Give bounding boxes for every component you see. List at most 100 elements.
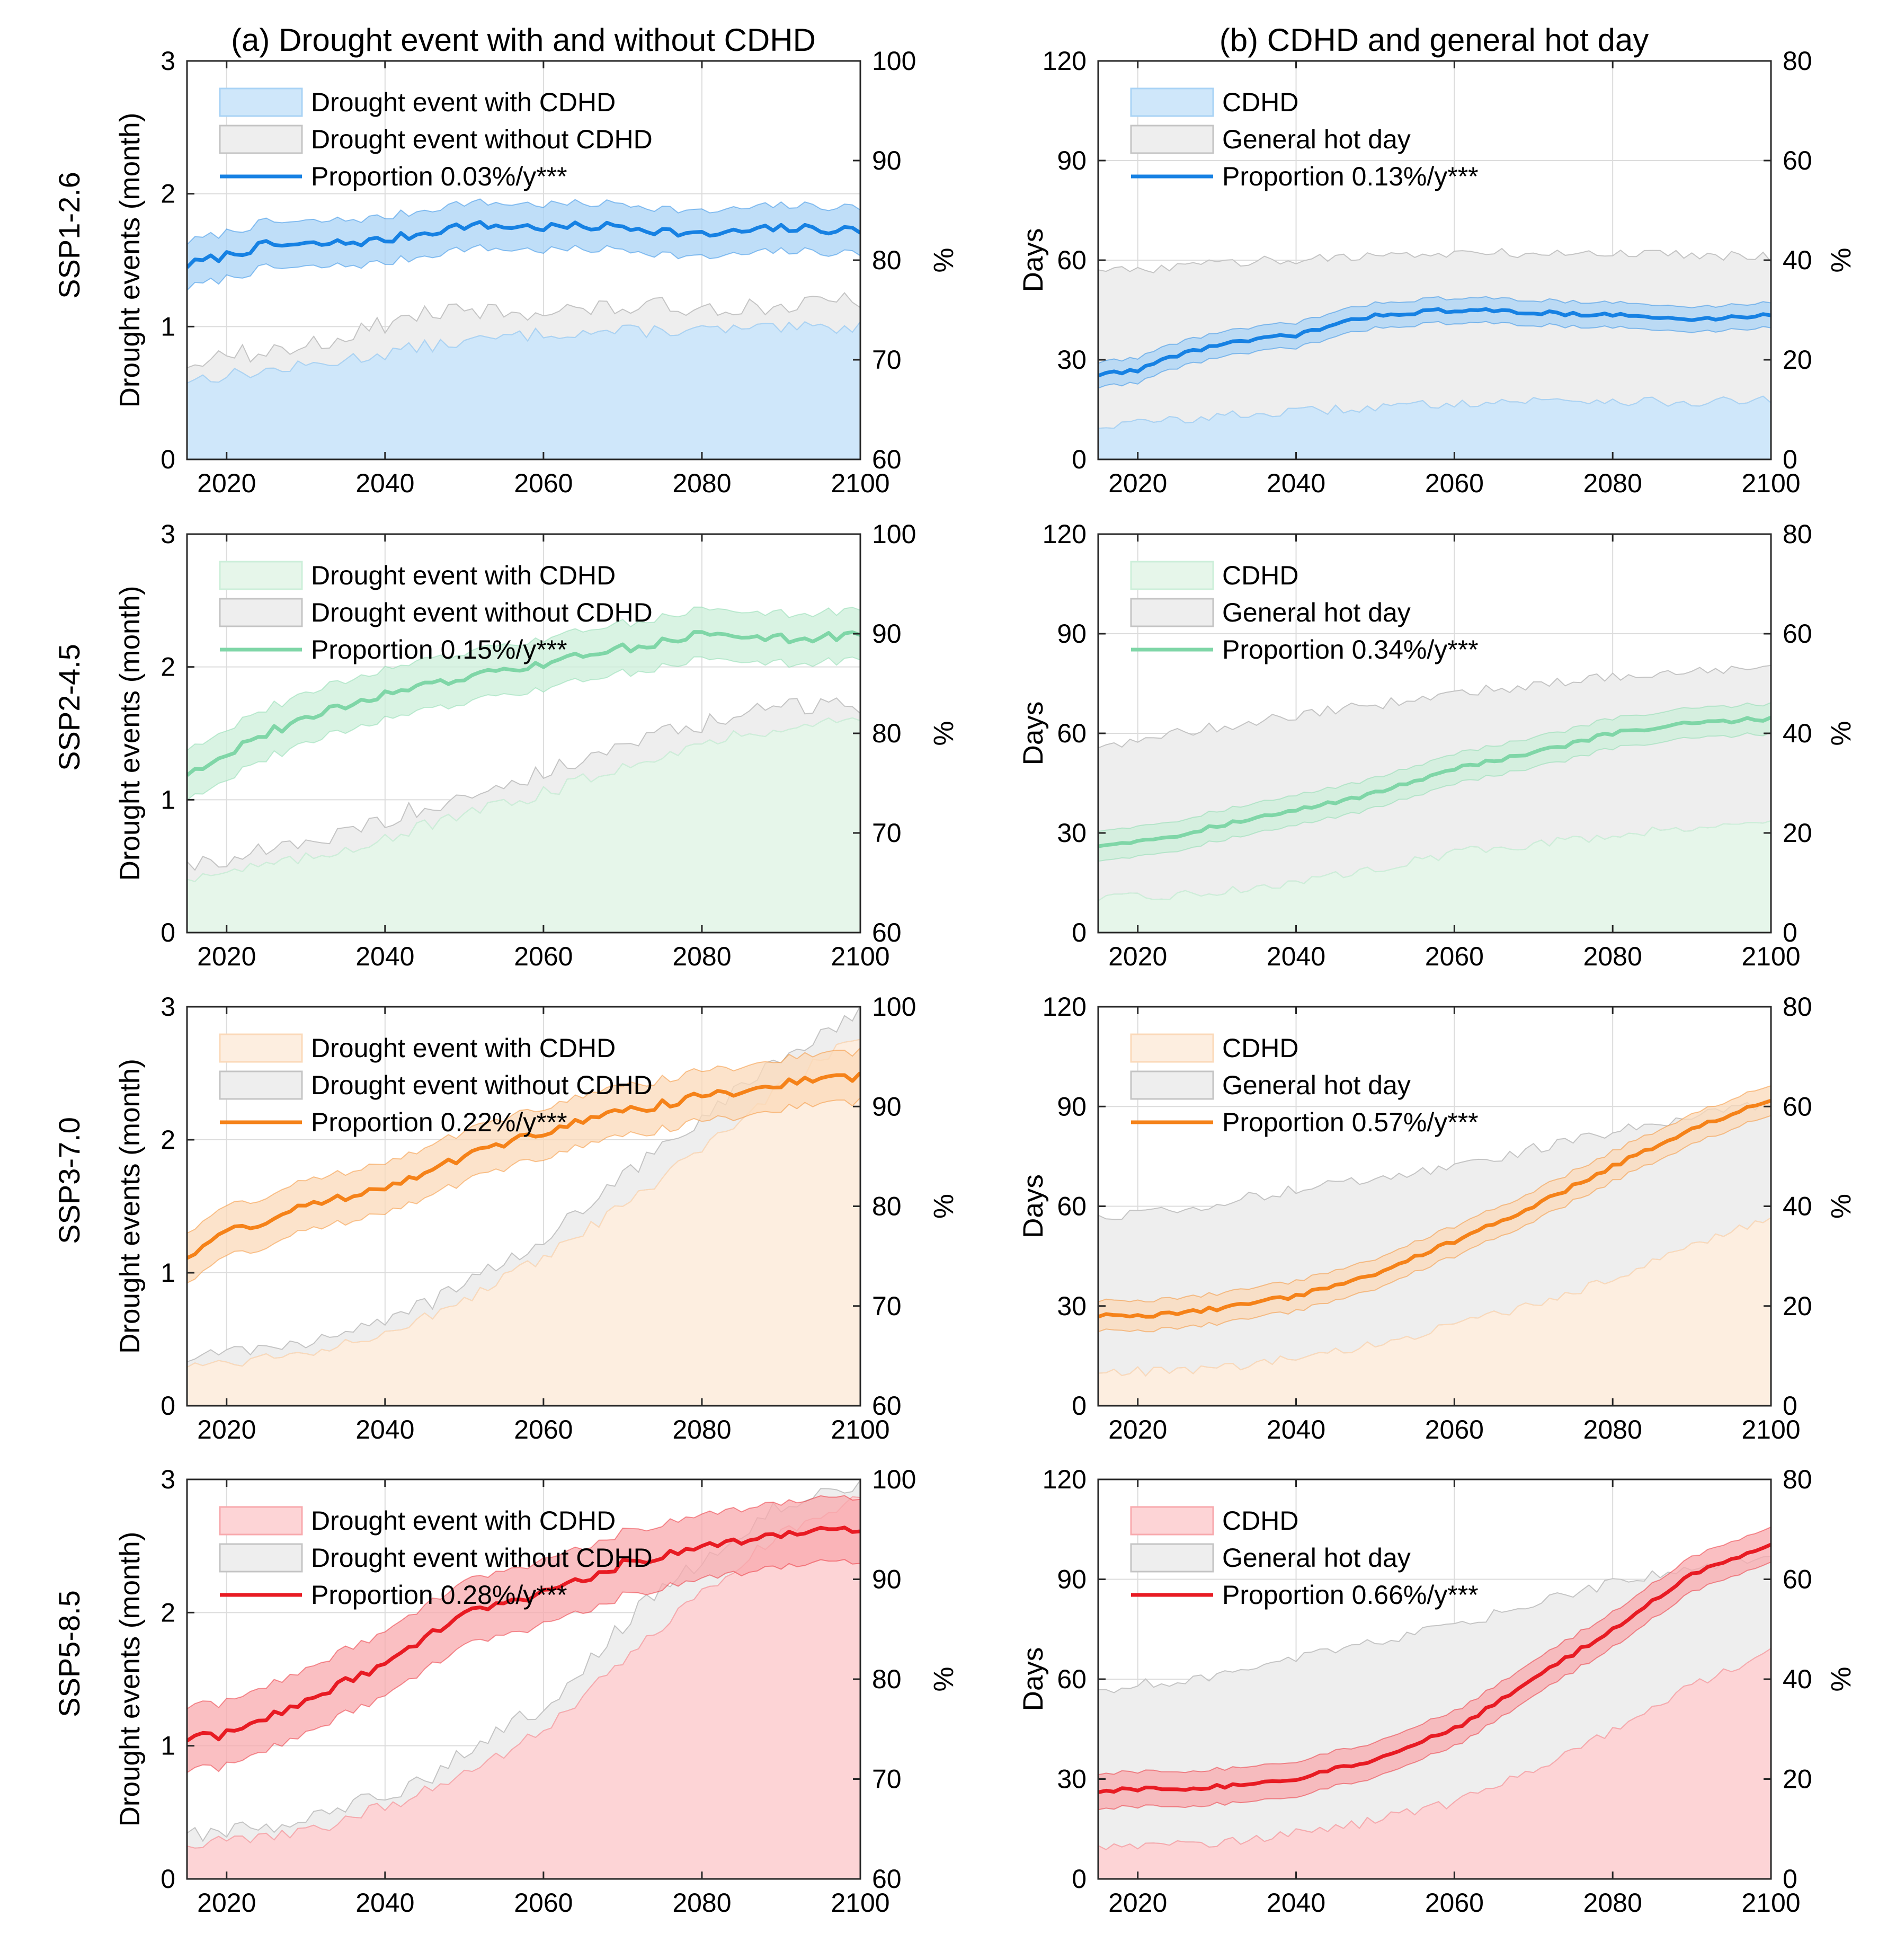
series-proportion-band bbox=[1098, 296, 1771, 389]
series-proportion-line bbox=[1098, 715, 1771, 848]
y2-tick-label: 20 bbox=[1783, 1291, 1812, 1321]
y-tick-label: 1 bbox=[161, 1258, 175, 1288]
x-tick-label: 2020 bbox=[197, 1888, 256, 1918]
legend-swatch-gray bbox=[1130, 1543, 1214, 1573]
y2-tick-label: 60 bbox=[872, 1864, 902, 1894]
panels: 2020 2040 2060 2080 2100012360708090100Droug… bbox=[114, 46, 1857, 1918]
series-with-cdhd-area bbox=[187, 1496, 860, 1879]
plot-area bbox=[1098, 664, 1771, 933]
x-tick-label: 2080 bbox=[1583, 1415, 1642, 1444]
plot-area bbox=[187, 606, 860, 933]
y-tick-label: 60 bbox=[1057, 1664, 1087, 1694]
legend-swatch-gray bbox=[219, 598, 303, 627]
panel-b-ssp245: 2020 2040 2060 2080 21000306090120020406080D… bbox=[1018, 519, 1857, 971]
legend-swatch-with-cdhd bbox=[219, 1506, 303, 1536]
y-tick-label: 30 bbox=[1057, 345, 1087, 375]
legend-label: Proportion 0.57%/y*** bbox=[1222, 1107, 1479, 1137]
x-tick-label: 2080 bbox=[1583, 1888, 1642, 1918]
y-tick-label: 90 bbox=[1057, 619, 1087, 649]
y-axis-label: Drought events (month) bbox=[114, 586, 146, 881]
row-label-ssp245: SSP2-4.5 bbox=[52, 644, 86, 771]
y-tick-label: 120 bbox=[1043, 992, 1087, 1022]
y2-tick-label: 100 bbox=[872, 46, 916, 76]
x-tick-label: 2060 bbox=[1425, 468, 1484, 498]
series-proportion-line bbox=[1098, 307, 1771, 378]
row-label-ssp126: SSP1-2.6 bbox=[52, 172, 86, 299]
y-tick-label: 0 bbox=[1072, 1391, 1087, 1421]
y2-tick-label: 80 bbox=[872, 1192, 902, 1221]
column-title-a: (a) Drought event with and without CDHD bbox=[231, 22, 816, 58]
x-tick-label: 2040 bbox=[1267, 942, 1325, 971]
legend-label: CDHD bbox=[1222, 1033, 1298, 1063]
legend-swatch-with-cdhd bbox=[219, 1033, 303, 1063]
x-tick-label: 2060 bbox=[1425, 1415, 1484, 1444]
y-tick-label: 90 bbox=[1057, 1565, 1087, 1594]
y-axis-label: Days bbox=[1018, 702, 1049, 766]
x-tick-label: 2040 bbox=[355, 942, 414, 971]
legend-label: Drought event with CDHD bbox=[311, 561, 616, 590]
y-tick-label: 30 bbox=[1057, 1764, 1087, 1794]
y-axis-label: Drought events (month) bbox=[114, 1532, 146, 1827]
series-proportion-line bbox=[187, 1071, 860, 1260]
y2-tick-label: 80 bbox=[872, 245, 902, 275]
row-label-ssp585: SSP5-8.5 bbox=[52, 1590, 86, 1717]
y-tick-label: 0 bbox=[161, 1864, 175, 1894]
plot-area bbox=[1098, 247, 1771, 459]
y-tick-label: 3 bbox=[161, 46, 175, 76]
series-proportion-line bbox=[187, 220, 860, 269]
y2-tick-label: 40 bbox=[1783, 1192, 1812, 1221]
legend: CDHD General hot day Proportion 0.66%/y*** bbox=[1130, 1506, 1479, 1610]
y-tick-label: 90 bbox=[1057, 1092, 1087, 1121]
panel-a-ssp370: 2020 2040 2060 2080 2100 0 1 2 3 60 70 80 90 100 Droug… bbox=[114, 992, 959, 1444]
x-tick-label: 2020 bbox=[1108, 468, 1167, 498]
legend: CDHD General hot day Proportion 0.34%/y*** bbox=[1130, 561, 1479, 664]
x-tick-label: 2080 bbox=[672, 1888, 731, 1918]
y2-tick-label: 40 bbox=[1783, 719, 1812, 748]
y2-tick-label: 0 bbox=[1783, 445, 1797, 474]
panel-a-ssp585: 2020 2040 2060 2080 2100 0 1 2 3 60 70 80 90 100 Droug… bbox=[114, 1465, 959, 1918]
y2-tick-label: 0 bbox=[1783, 918, 1797, 947]
series-with-cdhd-edge bbox=[187, 717, 860, 882]
panel-a-ssp126: 2020 2040 2060 2080 2100 0 1 2 3 60 70 80 90 100 Droug… bbox=[114, 46, 959, 498]
legend-swatch-gray bbox=[219, 125, 303, 154]
x-tick-label: 2020 bbox=[197, 468, 256, 498]
plot-area bbox=[187, 1479, 860, 1879]
panel-a-ssp245: 2020 2040 2060 2080 2100 0 1 2 3 60 70 80 90 100 Droug… bbox=[114, 519, 959, 971]
series-with-cdhd-area bbox=[1098, 1218, 1771, 1406]
y2-tick-label: 80 bbox=[1783, 519, 1812, 549]
series-with-cdhd-area bbox=[187, 1039, 860, 1406]
y-tick-label: 2 bbox=[161, 1598, 175, 1627]
x-tick-label: 2100 bbox=[1741, 1415, 1800, 1444]
y-axis-label: Days bbox=[1018, 1174, 1049, 1238]
y2-axis-label: % bbox=[1826, 1194, 1857, 1219]
x-tick-label: 2100 bbox=[1741, 1888, 1800, 1918]
y2-axis-label: % bbox=[928, 1666, 959, 1691]
legend-swatch-gray bbox=[219, 1543, 303, 1573]
legend-label: General hot day bbox=[1222, 1070, 1411, 1100]
y-tick-label: 90 bbox=[1057, 146, 1087, 175]
x-tick-label: 2060 bbox=[1425, 942, 1484, 971]
series-with-cdhd-area bbox=[187, 322, 860, 459]
y2-tick-label: 60 bbox=[872, 1391, 902, 1421]
series-with-cdhd-edge bbox=[187, 321, 860, 384]
y2-tick-label: 70 bbox=[872, 1764, 902, 1794]
y-tick-label: 60 bbox=[1057, 1192, 1087, 1221]
y2-tick-label: 60 bbox=[1783, 1565, 1812, 1594]
legend-swatch-with-cdhd bbox=[1130, 87, 1214, 117]
panel-b-ssp585: 2020 2040 2060 2080 21000306090120020406080D… bbox=[1018, 1465, 1857, 1918]
row-label-ssp370: SSP3-7.0 bbox=[52, 1117, 86, 1244]
series-with-cdhd-edge bbox=[1098, 395, 1771, 429]
legend-swatch-gray bbox=[219, 1070, 303, 1100]
y-tick-label: 3 bbox=[161, 992, 175, 1022]
legend-swatch-with-cdhd bbox=[1130, 1506, 1214, 1536]
x-tick-label: 2080 bbox=[1583, 942, 1642, 971]
plot-area bbox=[1098, 1526, 1771, 1879]
y-tick-label: 0 bbox=[161, 1391, 175, 1421]
legend-swatch-gray bbox=[1130, 1070, 1214, 1100]
y2-tick-label: 0 bbox=[1783, 1864, 1797, 1894]
series-proportion-line bbox=[1098, 1098, 1771, 1319]
series-proportion-line bbox=[187, 1526, 860, 1743]
series-with-cdhd-area bbox=[187, 717, 860, 933]
y-axis-label: Days bbox=[1018, 1647, 1049, 1711]
x-tick-label: 2060 bbox=[514, 1888, 573, 1918]
